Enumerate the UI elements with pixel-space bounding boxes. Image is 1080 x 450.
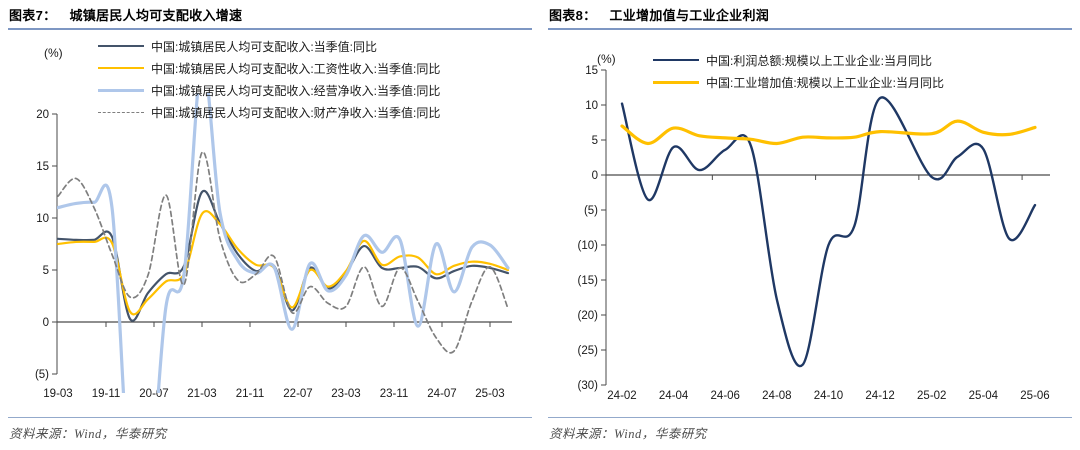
svg-text:(25): (25) [578,345,599,357]
svg-text:25-04: 25-04 [969,390,999,402]
svg-text:10: 10 [585,100,598,112]
line-swatch-property-income [98,111,144,113]
figure8-source: 资料来源：Wind，华泰研究 [549,427,707,441]
svg-text:21-11: 21-11 [236,388,265,400]
line-swatch-industrial-profit [653,59,699,61]
industrial-profit-chart: (30) (25) (20) (15) (10) (5) 0 5 10 15 24-02 24-04 2… [578,65,1050,402]
svg-text:24-07: 24-07 [427,388,456,400]
figure8-source-rule [548,417,1072,418]
svg-text:5: 5 [43,265,49,277]
legend-label: 中国:城镇居民人均可支配收入:工资性收入:当季值:同比 [151,61,441,76]
svg-text:20: 20 [36,109,49,121]
svg-text:22-07: 22-07 [283,388,312,400]
svg-text:24-02: 24-02 [607,390,636,402]
line-swatch-business-income [98,88,144,92]
figure8-legend: 中国:利润总额:规模以上工业企业:当月同比 中国:工业增加值:规模以上工业企业:… [653,49,944,93]
legend-item: 中国:城镇居民人均可支配收入:财产净收入:当季值:同比 [98,101,440,123]
line-swatch-industrial-added-value [653,80,699,84]
svg-text:25-03: 25-03 [475,388,504,400]
figure7-y-axis-unit: (%) [44,46,63,60]
svg-text:(5): (5) [35,369,49,381]
axes [601,69,1050,386]
legend-label: 中国:工业增加值:规模以上工业企业:当月同比 [706,75,945,90]
svg-text:10: 10 [36,213,49,225]
svg-text:(15): (15) [578,275,599,287]
svg-text:23-03: 23-03 [331,388,360,400]
figure8-title: 图表8： 工业增加值与工业企业利润 [549,5,769,24]
line-swatch-disposable-income [98,45,144,47]
svg-text:19-03: 19-03 [43,388,72,400]
svg-text:24-12: 24-12 [865,390,894,402]
axis-labels: (5) 0 5 10 15 20 19-03 19-11 20-07 21-03 21-11 22-0… [35,109,505,400]
svg-text:20-07: 20-07 [139,388,168,400]
series-lines [57,93,510,393]
figure7-panel: (5) 0 5 10 15 20 19-03 19-11 20-07 21-03 21-11 22-0… [8,5,532,441]
svg-text:15: 15 [585,65,598,77]
legend-label: 中国:城镇居民人均可支配收入:经营净收入:当季值:同比 [151,83,441,98]
axis-labels: (30) (25) (20) (15) (10) (5) 0 5 10 15 24-02 24-04 2… [578,65,1050,402]
legend-item: 中国:工业增加值:规模以上工业企业:当月同比 [653,71,944,93]
line-swatch-wage-income [98,67,144,69]
series-lines [620,96,1037,368]
svg-text:24-06: 24-06 [711,390,740,402]
figure8-panel: (30) (25) (20) (15) (10) (5) 0 5 10 15 24-02 24-04 2… [540,0,1080,450]
svg-text:0: 0 [43,317,49,329]
series-line-1 [57,210,510,316]
svg-text:25-02: 25-02 [917,390,946,402]
figure8-title-prefix: 图表8： [549,8,597,23]
figure7-source-rule [8,417,532,418]
svg-text:15: 15 [36,161,49,173]
legend-item: 中国:城镇居民人均可支配收入:当季值:同比 [98,35,440,57]
legend-label: 中国:利润总额:规模以上工业企业:当月同比 [706,53,933,68]
income-growth-chart: (5) 0 5 10 15 20 19-03 19-11 20-07 21-03 21-11 22-0… [35,93,512,400]
figure8-title-rule [548,28,1072,30]
svg-text:24-04: 24-04 [659,390,689,402]
figure7-source: 资料来源：Wind，华泰研究 [9,427,167,441]
legend-item: 中国:城镇居民人均可支配收入:经营净收入:当季值:同比 [98,79,440,101]
figure8-y-axis-unit: (%) [597,52,616,66]
figure7-title: 图表7： 城镇居民人均可支配收入增速 [9,5,242,24]
svg-text:(10): (10) [578,240,599,252]
svg-text:(5): (5) [584,205,598,217]
svg-text:24-10: 24-10 [814,390,843,402]
svg-text:23-11: 23-11 [380,388,409,400]
svg-text:25-06: 25-06 [1020,390,1049,402]
svg-text:0: 0 [592,170,598,182]
svg-text:5: 5 [592,135,598,147]
series-line-3 [57,151,509,354]
series-line-0 [620,96,1037,368]
svg-text:24-08: 24-08 [762,390,791,402]
figure7-title-prefix: 图表7： [9,8,57,23]
figure7-legend: 中国:城镇居民人均可支配收入:当季值:同比 中国:城镇居民人均可支配收入:工资性… [98,35,440,123]
legend-label: 中国:城镇居民人均可支配收入:财产净收入:当季值:同比 [151,105,441,120]
svg-text:21-03: 21-03 [187,388,216,400]
series-line-1 [620,119,1037,146]
figure7-title-rule [8,28,532,30]
svg-text:19-11: 19-11 [92,388,121,400]
figure8-title-text: 工业增加值与工业企业利润 [609,8,770,23]
svg-text:(30): (30) [578,380,599,392]
svg-text:(20): (20) [578,310,599,322]
legend-item: 中国:利润总额:规模以上工业企业:当月同比 [653,49,944,71]
legend-label: 中国:城镇居民人均可支配收入:当季值:同比 [151,39,378,54]
legend-item: 中国:城镇居民人均可支配收入:工资性收入:当季值:同比 [98,57,440,79]
figure7-title-text: 城镇居民人均可支配收入增速 [69,8,243,23]
